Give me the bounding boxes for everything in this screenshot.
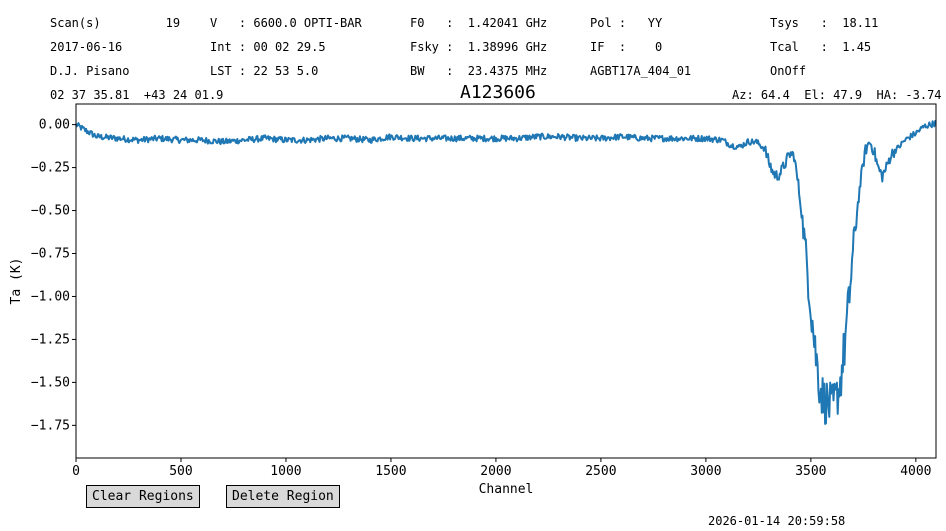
- timestamp: 2026-01-14 20:59:58: [708, 514, 846, 528]
- x-axis: 0 500 1000 1500 2000 2500 3000 3500 4000: [72, 458, 932, 479]
- delete-region-button[interactable]: Delete Region: [226, 485, 340, 508]
- header-integration: Int : 00 02 29.5: [210, 40, 326, 54]
- x-tick-label: 500: [169, 464, 192, 479]
- y-tick-label: −0.50: [31, 204, 70, 219]
- y-tick-label: −0.75: [31, 247, 70, 262]
- header-pol: Pol : YY: [590, 16, 663, 30]
- header-fsky: Fsky : 1.38996 GHz: [410, 40, 548, 54]
- x-tick-label: 1000: [270, 464, 301, 479]
- header-proc: OnOff: [770, 64, 807, 78]
- x-axis-label: Channel: [479, 482, 534, 497]
- plot-frame: [75, 103, 937, 459]
- y-tick-label: −1.50: [31, 375, 70, 390]
- header-coords: 02 37 35.81 +43 24 01.9: [50, 88, 224, 102]
- header-velocity: V : 6600.0 OPTI-BAR: [210, 16, 362, 30]
- clear-regions-button[interactable]: Clear Regions: [86, 485, 200, 508]
- x-tick-label: 3000: [690, 464, 721, 479]
- spectrum-line: [75, 120, 937, 425]
- x-tick-label: 1500: [375, 464, 406, 479]
- spectrum-line-group: [75, 120, 937, 425]
- y-tick-label: −1.25: [31, 332, 70, 347]
- y-tick-label: 0.00: [39, 118, 70, 133]
- header-tcal: Tcal : 1.45: [770, 40, 872, 54]
- header-lst: LST : 22 53 5.0: [210, 64, 319, 78]
- header-tsys: Tsys : 18.11: [770, 16, 879, 30]
- x-tick-label: 2500: [585, 464, 616, 479]
- x-tick-label: 4000: [900, 464, 931, 479]
- y-tick-label: −1.00: [31, 289, 70, 304]
- header-observer: D.J. Pisano: [50, 64, 130, 78]
- header-azel: Az: 64.4 El: 47.9 HA: -3.74: [732, 88, 942, 102]
- y-tick-label: −1.75: [31, 418, 70, 433]
- x-tick-label: 3500: [795, 464, 826, 479]
- header-bw: BW : 23.4375 MHz: [410, 64, 548, 78]
- x-tick-label: 0: [72, 464, 80, 479]
- header-project: AGBT17A_404_01: [590, 64, 692, 78]
- y-axis: 0.00 −0.25 −0.50 −0.75 −1.00 −1.25 −1.50 −1.75: [31, 118, 76, 433]
- header-scan: Scan(s) 19: [50, 16, 181, 30]
- y-tick-label: −0.25: [31, 161, 70, 176]
- chart-title: A123606: [460, 82, 536, 103]
- header-if: IF : 0: [590, 40, 663, 54]
- header-date: 2017-06-16: [50, 40, 123, 54]
- x-tick-label: 2000: [480, 464, 511, 479]
- header-f0: F0 : 1.42041 GHz: [410, 16, 548, 30]
- y-axis-label: Ta (K): [9, 258, 24, 305]
